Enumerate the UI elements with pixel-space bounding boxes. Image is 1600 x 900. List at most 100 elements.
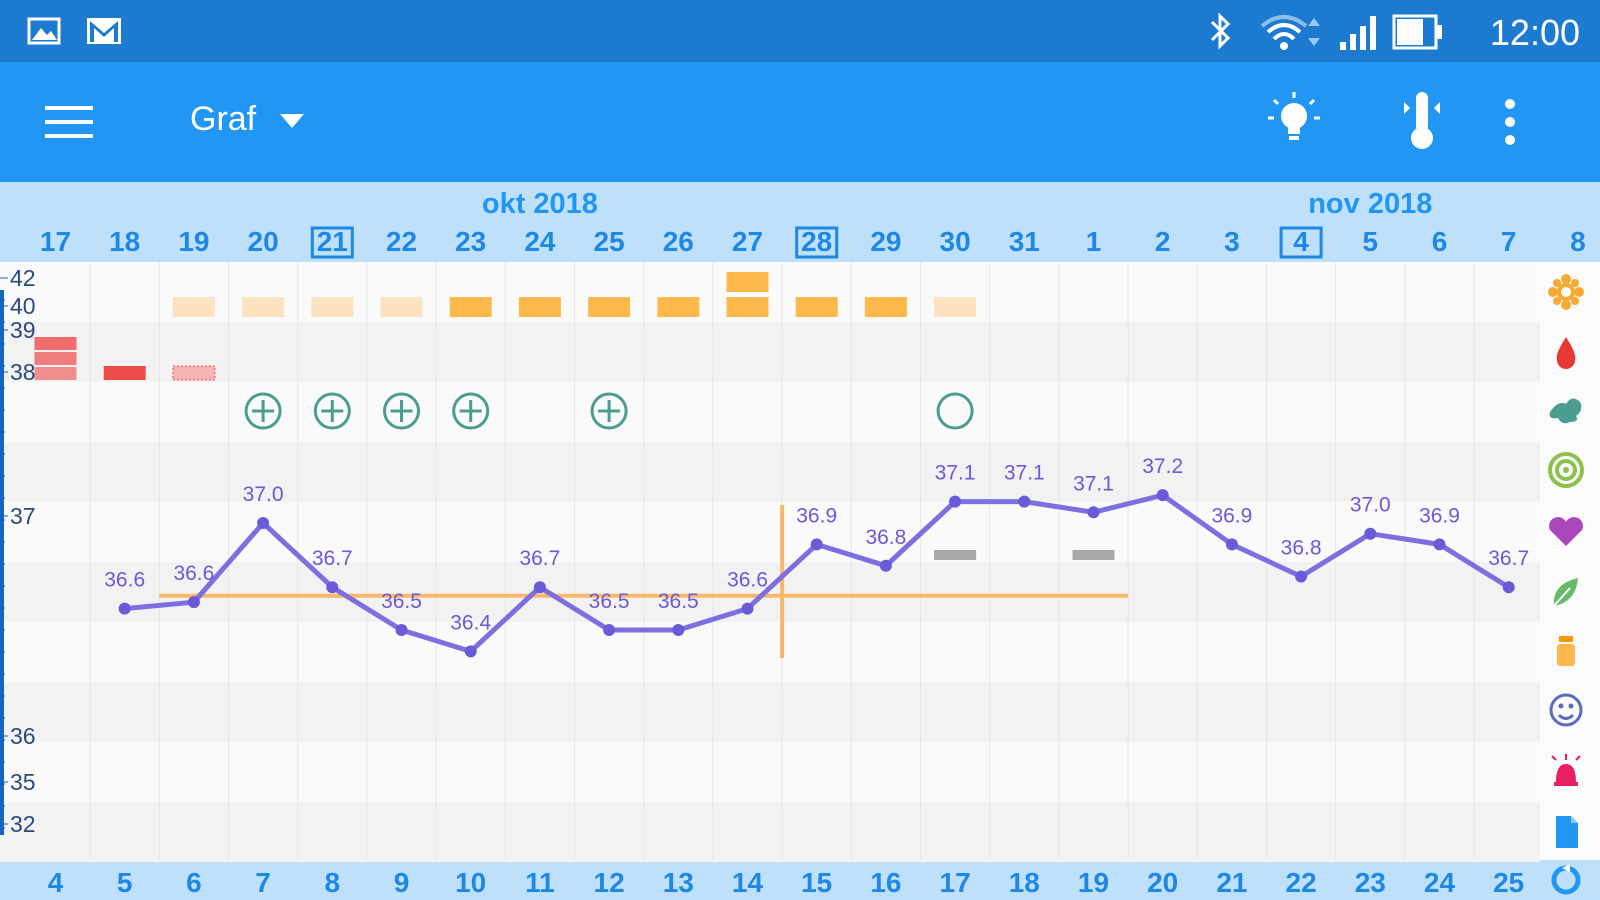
temperature-label: 36.9 <box>1419 504 1460 527</box>
cycle-day-number: 17 <box>940 867 971 898</box>
cycle-day-number: 14 <box>732 867 764 898</box>
view-title[interactable]: Graf <box>190 100 257 138</box>
splash-icon[interactable] <box>1549 398 1582 424</box>
temperature-point <box>1295 570 1308 583</box>
temperature-point <box>1225 538 1238 551</box>
cycle-day-number: 7 <box>255 867 271 898</box>
negative-test-mark <box>936 392 974 430</box>
cycle-day-number: 20 <box>1147 867 1178 898</box>
today-marker <box>795 226 839 259</box>
signal-icon <box>1340 16 1376 50</box>
day-number: 20 <box>248 226 279 257</box>
chart-band <box>0 382 1540 442</box>
temperature-point <box>1364 527 1377 540</box>
chart-band <box>0 742 1540 802</box>
mucus-mark <box>380 297 423 317</box>
cycle-icon[interactable] <box>1551 864 1581 895</box>
y-axis-label: 40 <box>10 293 36 319</box>
y-axis-label: 38 <box>10 359 36 385</box>
temperature-label: 36.7 <box>1488 547 1529 570</box>
positive-test-mark <box>452 392 490 430</box>
thermometer-icon[interactable] <box>1400 88 1444 152</box>
temperature-label: 36.6 <box>104 569 145 592</box>
heart-icon[interactable] <box>1549 517 1583 546</box>
cycle-day-number: 24 <box>1424 867 1456 898</box>
bleeding-mark <box>34 337 77 350</box>
temperature-label: 37.2 <box>1142 455 1183 478</box>
cervix-icon[interactable] <box>1548 452 1584 488</box>
temperature-point <box>464 645 477 658</box>
temperature-point <box>879 559 892 572</box>
dropdown-arrow-icon[interactable] <box>278 112 306 130</box>
temperature-label: 36.5 <box>589 590 630 613</box>
temperature-label: 36.9 <box>796 504 837 527</box>
drop-icon[interactable] <box>1556 337 1576 369</box>
cycle-day-number: 22 <box>1286 867 1317 898</box>
mucus-mark <box>726 272 769 292</box>
date-header <box>0 182 1600 262</box>
bleeding-mark <box>34 367 77 380</box>
cycle-day-number: 15 <box>801 867 832 898</box>
day-number: 5 <box>1363 226 1379 257</box>
temperature-label: 36.9 <box>1211 504 1252 527</box>
temperature-point <box>1156 489 1169 502</box>
more-vert-icon[interactable] <box>1498 98 1522 146</box>
cycle-day-number: 19 <box>1078 867 1109 898</box>
day-number: 8 <box>1570 226 1586 257</box>
temperature-label: 36.4 <box>450 611 491 634</box>
mucus-mark <box>172 297 215 317</box>
temperature-point <box>257 517 270 529</box>
spotting-mark <box>172 365 216 381</box>
temperature-point <box>1433 538 1446 551</box>
chart-band <box>0 322 1540 382</box>
temperature-label: 37.1 <box>1073 472 1114 495</box>
mucus-mark <box>795 297 838 317</box>
day-number: 17 <box>40 226 71 257</box>
temperature-point <box>1018 495 1031 508</box>
chart-band <box>0 682 1540 742</box>
day-number: 31 <box>1009 226 1040 257</box>
day-number: 6 <box>1432 226 1448 257</box>
mucus-mark <box>934 297 977 317</box>
bluetooth-icon <box>1210 12 1231 50</box>
temperature-point <box>395 624 408 636</box>
temperature-point <box>1502 581 1515 594</box>
temperature-label: 37.0 <box>243 483 284 506</box>
temperature-point <box>810 538 823 551</box>
day-number: 26 <box>663 226 694 257</box>
cycle-day-bar <box>0 860 1600 900</box>
document-icon[interactable] <box>1556 816 1578 848</box>
cycle-day-number: 13 <box>663 867 694 898</box>
day-number: 29 <box>870 226 901 257</box>
cycle-day-number: 10 <box>455 867 486 898</box>
lightbulb-icon[interactable] <box>1266 90 1322 150</box>
smiley-icon[interactable] <box>1549 693 1583 727</box>
temperature-point <box>603 624 616 636</box>
temperature-label: 36.7 <box>312 547 353 570</box>
cycle-day-number: 11 <box>525 867 555 898</box>
chart-band <box>0 262 1540 322</box>
temperature-point <box>1087 506 1100 519</box>
chart-band <box>0 562 1540 622</box>
leaf-icon[interactable] <box>1551 578 1578 609</box>
battery-icon <box>1392 14 1442 50</box>
wifi-icon <box>1260 15 1320 50</box>
menu-icon[interactable] <box>45 102 95 142</box>
clock: 12:00 <box>1489 12 1580 53</box>
temperature-point <box>187 596 200 609</box>
day-number: 25 <box>594 226 625 257</box>
cycle-day-number: 16 <box>870 867 901 898</box>
bell-icon[interactable] <box>1551 754 1581 786</box>
cycle-day-number: 18 <box>1009 867 1040 898</box>
mucus-mark <box>311 297 354 317</box>
flower-icon[interactable] <box>1548 274 1584 310</box>
pill-bottle-icon[interactable] <box>1557 636 1575 666</box>
cycle-day-number: 9 <box>394 867 410 898</box>
day-number: 22 <box>386 226 417 257</box>
cycle-day-number: 25 <box>1493 867 1524 898</box>
day-number: 4 <box>1293 226 1309 257</box>
day-number: 28 <box>801 226 832 257</box>
cycle-day-number: 6 <box>186 867 202 898</box>
gmail-icon <box>87 18 121 44</box>
